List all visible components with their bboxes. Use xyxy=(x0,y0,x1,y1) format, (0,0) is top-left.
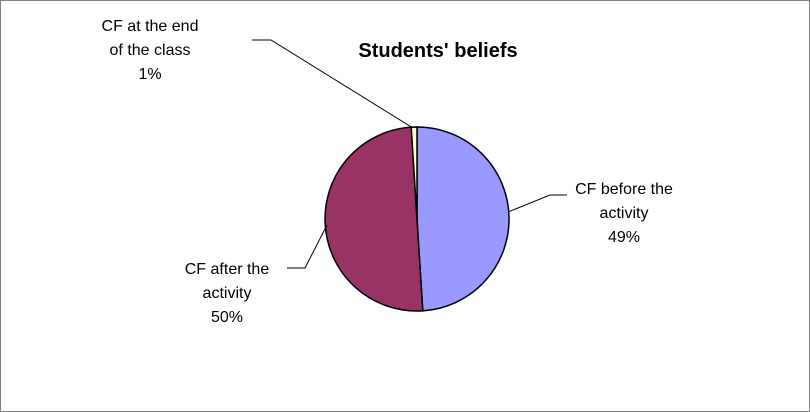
data-labels: CF before the activity 49% CF after the acti… xyxy=(102,18,673,326)
data-label-1: CF before the activity 49% xyxy=(575,181,673,246)
leader-line-3 xyxy=(252,39,414,129)
pie-slice-1 xyxy=(416,126,510,312)
leader-line-1 xyxy=(507,194,567,213)
leader-line-2 xyxy=(287,224,328,269)
leader-lines xyxy=(252,39,567,269)
pie-slices xyxy=(324,126,510,312)
data-label-2: CF after the activity 50% xyxy=(185,261,270,326)
chart-title: Students' beliefs xyxy=(358,40,517,62)
pie-slice-2 xyxy=(324,126,424,312)
data-label-3: CF at the end of the class 1% xyxy=(102,18,199,83)
